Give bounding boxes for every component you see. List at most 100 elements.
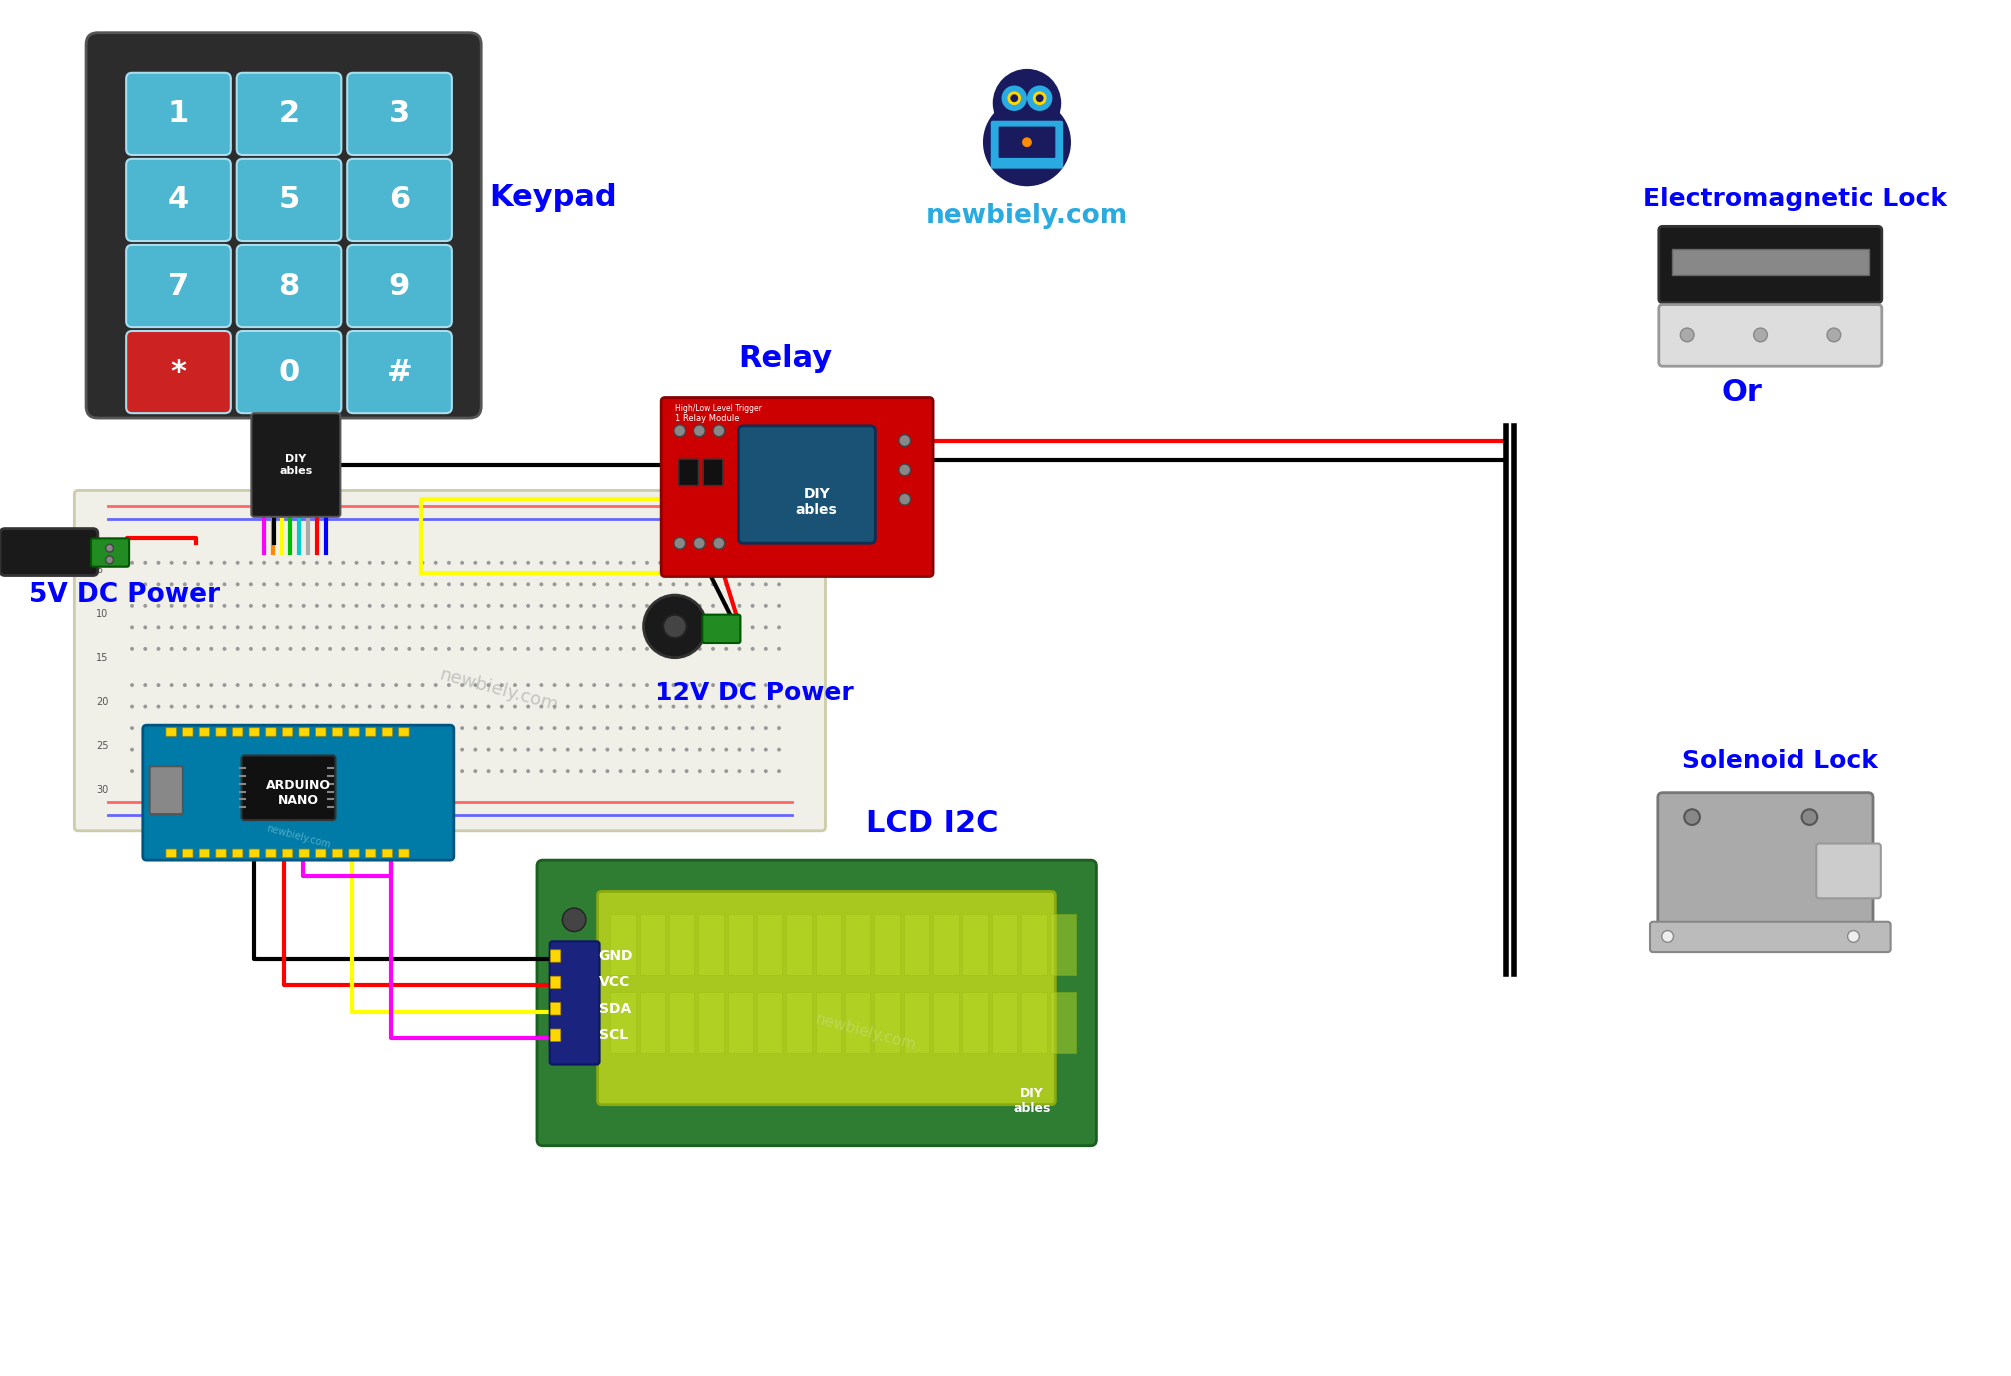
Circle shape bbox=[261, 626, 265, 629]
Circle shape bbox=[714, 538, 724, 549]
Circle shape bbox=[380, 727, 384, 731]
Circle shape bbox=[446, 604, 450, 608]
Circle shape bbox=[354, 727, 358, 731]
Text: *: * bbox=[171, 358, 187, 387]
FancyBboxPatch shape bbox=[738, 427, 875, 544]
Circle shape bbox=[764, 682, 768, 687]
Circle shape bbox=[513, 604, 517, 608]
Circle shape bbox=[408, 727, 412, 731]
Circle shape bbox=[209, 727, 213, 731]
Circle shape bbox=[776, 626, 780, 629]
Circle shape bbox=[684, 727, 688, 731]
Circle shape bbox=[750, 682, 754, 687]
Circle shape bbox=[1008, 91, 1022, 105]
FancyBboxPatch shape bbox=[86, 33, 481, 418]
Circle shape bbox=[738, 647, 742, 651]
Circle shape bbox=[169, 561, 173, 564]
Circle shape bbox=[197, 561, 199, 564]
Circle shape bbox=[446, 582, 450, 586]
Circle shape bbox=[658, 647, 662, 651]
Circle shape bbox=[646, 682, 650, 687]
Circle shape bbox=[487, 747, 491, 751]
Circle shape bbox=[712, 561, 716, 564]
FancyBboxPatch shape bbox=[597, 892, 1056, 1105]
Circle shape bbox=[235, 769, 239, 773]
Circle shape bbox=[143, 626, 147, 629]
Circle shape bbox=[223, 561, 227, 564]
Circle shape bbox=[209, 604, 213, 608]
Circle shape bbox=[694, 425, 706, 436]
Circle shape bbox=[672, 582, 676, 586]
Circle shape bbox=[302, 626, 306, 629]
FancyBboxPatch shape bbox=[199, 849, 209, 857]
Circle shape bbox=[473, 626, 477, 629]
Circle shape bbox=[776, 604, 780, 608]
Circle shape bbox=[261, 727, 265, 731]
Circle shape bbox=[328, 682, 332, 687]
FancyBboxPatch shape bbox=[241, 755, 336, 820]
Circle shape bbox=[473, 561, 477, 564]
Circle shape bbox=[539, 647, 543, 651]
Circle shape bbox=[646, 582, 650, 586]
Circle shape bbox=[288, 626, 292, 629]
Circle shape bbox=[579, 747, 583, 751]
Circle shape bbox=[473, 769, 477, 773]
FancyBboxPatch shape bbox=[786, 992, 812, 1053]
Circle shape bbox=[644, 594, 706, 658]
Circle shape bbox=[712, 626, 716, 629]
Circle shape bbox=[672, 747, 676, 751]
Circle shape bbox=[354, 769, 358, 773]
Circle shape bbox=[368, 705, 372, 709]
Circle shape bbox=[394, 582, 398, 586]
Circle shape bbox=[684, 682, 688, 687]
Circle shape bbox=[750, 769, 754, 773]
Circle shape bbox=[131, 747, 135, 751]
Circle shape bbox=[197, 604, 199, 608]
FancyBboxPatch shape bbox=[662, 398, 933, 577]
Circle shape bbox=[408, 561, 412, 564]
Circle shape bbox=[579, 727, 583, 731]
Circle shape bbox=[223, 604, 227, 608]
Text: 5V DC Power: 5V DC Power bbox=[30, 582, 221, 608]
Circle shape bbox=[368, 682, 372, 687]
Circle shape bbox=[487, 727, 491, 731]
Circle shape bbox=[157, 727, 161, 731]
Circle shape bbox=[579, 769, 583, 773]
Circle shape bbox=[157, 705, 161, 709]
Circle shape bbox=[394, 647, 398, 651]
FancyBboxPatch shape bbox=[999, 127, 1056, 158]
Circle shape bbox=[261, 604, 265, 608]
Circle shape bbox=[183, 626, 187, 629]
Circle shape bbox=[169, 747, 173, 751]
Circle shape bbox=[461, 747, 465, 751]
Circle shape bbox=[235, 647, 239, 651]
Circle shape bbox=[434, 682, 438, 687]
Circle shape bbox=[487, 626, 491, 629]
Circle shape bbox=[776, 647, 780, 651]
Circle shape bbox=[698, 682, 702, 687]
Circle shape bbox=[288, 582, 292, 586]
Circle shape bbox=[434, 769, 438, 773]
Circle shape bbox=[276, 705, 280, 709]
FancyBboxPatch shape bbox=[282, 728, 294, 736]
Circle shape bbox=[276, 582, 280, 586]
Circle shape bbox=[368, 727, 372, 731]
Circle shape bbox=[539, 582, 543, 586]
Circle shape bbox=[899, 464, 911, 476]
Circle shape bbox=[738, 747, 742, 751]
Circle shape bbox=[316, 582, 320, 586]
Circle shape bbox=[698, 582, 702, 586]
Circle shape bbox=[197, 582, 199, 586]
Circle shape bbox=[993, 69, 1062, 138]
Circle shape bbox=[473, 727, 477, 731]
Circle shape bbox=[776, 582, 780, 586]
Circle shape bbox=[342, 682, 346, 687]
Circle shape bbox=[631, 682, 635, 687]
Circle shape bbox=[394, 769, 398, 773]
Text: Or: Or bbox=[1721, 378, 1762, 407]
FancyBboxPatch shape bbox=[756, 914, 782, 974]
Circle shape bbox=[288, 727, 292, 731]
Circle shape bbox=[764, 747, 768, 751]
Circle shape bbox=[631, 727, 635, 731]
Circle shape bbox=[380, 604, 384, 608]
